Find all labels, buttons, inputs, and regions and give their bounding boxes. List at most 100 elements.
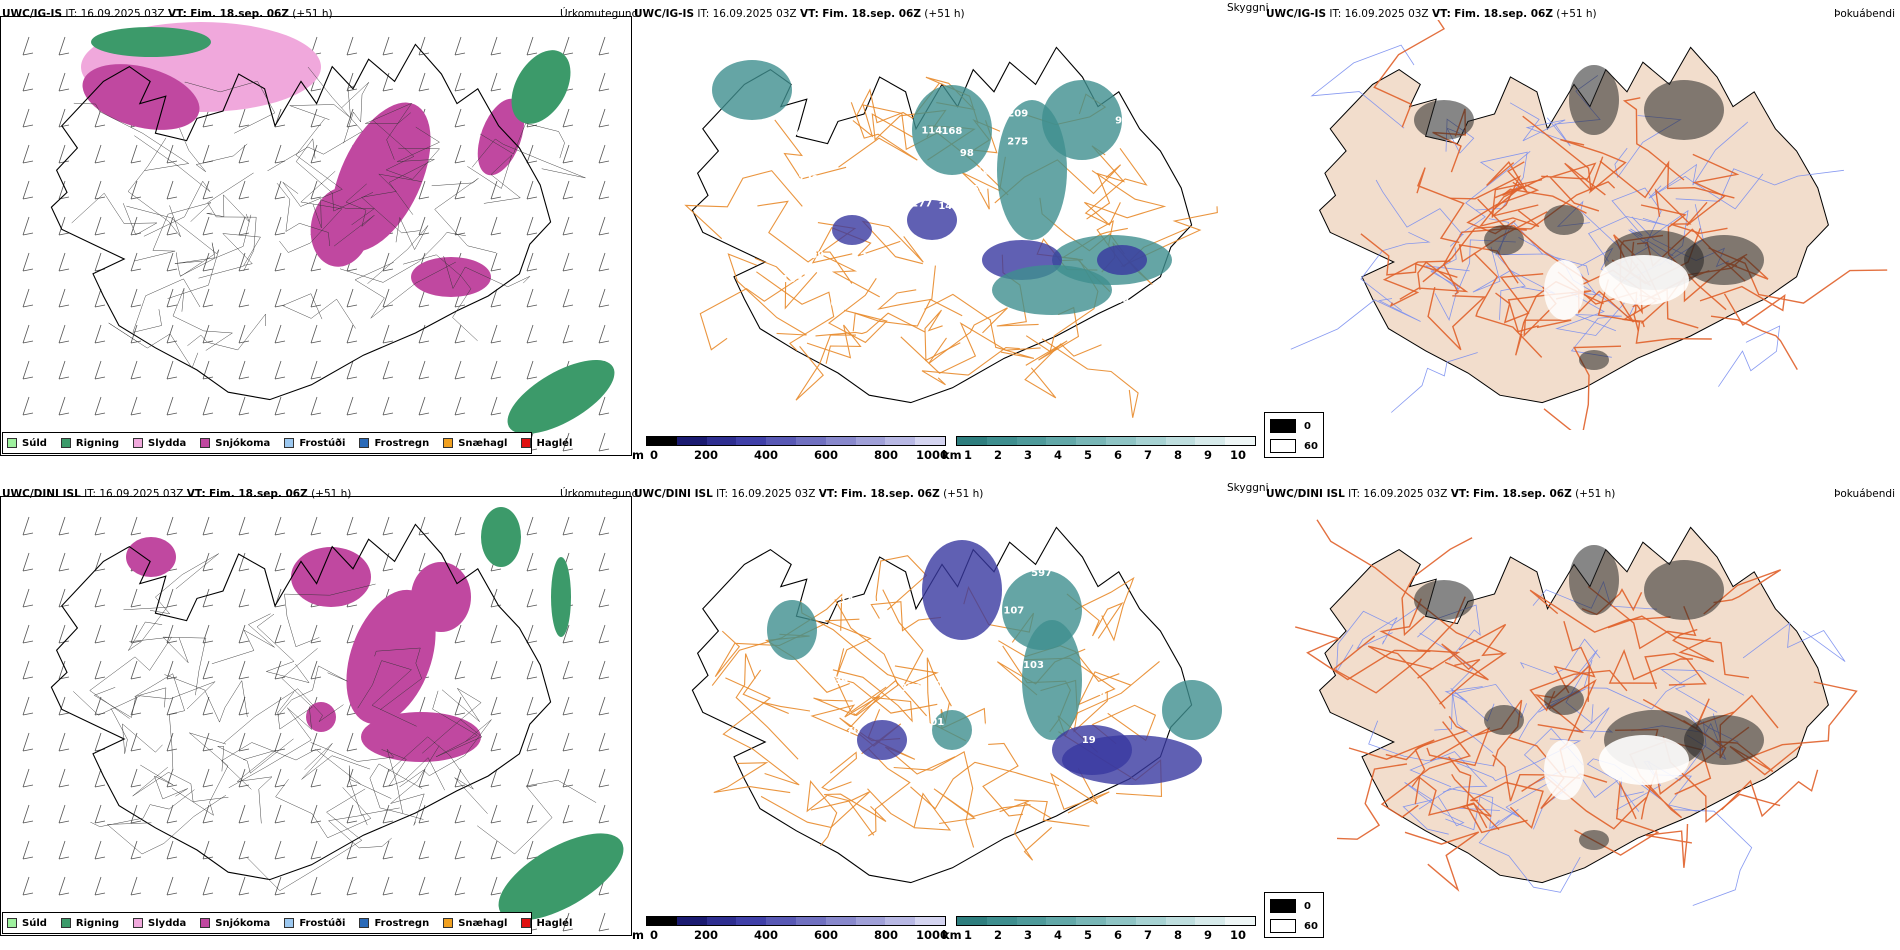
visibility-label: 168 bbox=[941, 126, 962, 137]
visibility-label: 103 bbox=[1023, 660, 1044, 671]
colorbar-swatch bbox=[706, 437, 737, 445]
colorbar-swatch bbox=[885, 437, 916, 445]
legend-item: Slydda bbox=[133, 918, 186, 929]
visibility-label: 134 bbox=[1109, 295, 1130, 306]
colorbar-tick: 8 bbox=[1173, 448, 1183, 462]
colorbar-unit: km bbox=[942, 928, 962, 942]
colorbar-swatch bbox=[1195, 437, 1226, 445]
legend-label: Súld bbox=[22, 437, 47, 449]
colorbar-swatch bbox=[647, 437, 677, 445]
visibility-label: 96 bbox=[1115, 116, 1129, 127]
panel-title: UWC/DINI ISL IT: 16.09.2025 03Z VT: Fim.… bbox=[2, 488, 352, 500]
fog-legend-item: 0 bbox=[1270, 899, 1311, 913]
colorbar bbox=[646, 916, 946, 926]
legend-swatch bbox=[200, 918, 211, 928]
visibility-map: 259 24 313 23 77 19 14 339 93 597 107 106 101 140 70 10… bbox=[632, 500, 1264, 920]
legend-swatch bbox=[443, 918, 454, 928]
colorbar-swatch bbox=[676, 437, 707, 445]
colorbar-swatch bbox=[676, 917, 707, 925]
legend-item: Snjókoma bbox=[200, 918, 270, 929]
colorbar-tick: 3 bbox=[1023, 448, 1033, 462]
visibility-label: 277 bbox=[911, 199, 932, 210]
legend-item: Frostúði bbox=[284, 918, 345, 929]
colorbar-swatch bbox=[957, 437, 987, 445]
colorbar-swatch bbox=[706, 917, 737, 925]
visibility-label: 101 bbox=[923, 717, 944, 728]
colorbar-tick: 9 bbox=[1203, 928, 1213, 942]
colorbar-swatch bbox=[825, 917, 856, 925]
colorbar-unit: m bbox=[632, 928, 644, 942]
panel-tag: Úrkomutegund bbox=[560, 8, 639, 20]
colorbar-swatch bbox=[986, 437, 1017, 445]
colorbar-swatch bbox=[647, 917, 677, 925]
colorbar-swatch bbox=[1046, 437, 1077, 445]
colorbar-tick: 9 bbox=[1203, 448, 1213, 462]
panel-fog-igis: UWC/IG-IS IT: 16.09.2025 03Z VT: Fim. 18… bbox=[1264, 0, 1896, 470]
fog-legend: 0 60 bbox=[1264, 892, 1324, 938]
visibility-label: 70 bbox=[846, 726, 860, 737]
colorbar-tick: 1000 bbox=[915, 928, 949, 942]
legend-label: Súld bbox=[22, 917, 47, 929]
panel-fog-dini: UWC/DINI ISL IT: 16.09.2025 03Z VT: Fim.… bbox=[1264, 480, 1896, 950]
visibility-label: 133 bbox=[782, 274, 803, 285]
panel-title: UWC/IG-IS IT: 16.09.2025 03Z VT: Fim. 18… bbox=[1266, 8, 1597, 20]
legend-item: Rigning bbox=[60, 438, 119, 449]
colorbar-swatch bbox=[795, 917, 826, 925]
legend-label: Rigning bbox=[75, 917, 120, 929]
fog-legend: 0 60 bbox=[1264, 412, 1324, 458]
legend-item: Frostregn bbox=[359, 438, 429, 449]
panel-tag: Þokuábendi bbox=[1834, 488, 1895, 500]
colorbar-swatch bbox=[885, 917, 916, 925]
colorbar-tick: 7 bbox=[1143, 448, 1153, 462]
colorbar-swatch bbox=[1195, 917, 1226, 925]
colorbar-swatch bbox=[1016, 437, 1047, 445]
colorbar-tick: 1000 bbox=[915, 448, 949, 462]
visibility-label: 202 bbox=[819, 84, 840, 95]
colorbar-tick: 10 bbox=[1229, 448, 1247, 462]
colorbar-tick: 5 bbox=[1083, 448, 1093, 462]
visibility-label: 114 bbox=[886, 153, 907, 164]
visibility-label: 98 bbox=[960, 148, 974, 159]
visibility-label: 289 bbox=[860, 252, 881, 263]
precip-map bbox=[0, 496, 632, 936]
legend-item: Snjókoma bbox=[200, 438, 270, 449]
legend-swatch bbox=[521, 918, 532, 928]
legend-item: Súld bbox=[7, 918, 47, 929]
visibility-label: 160 bbox=[976, 166, 997, 177]
colorbar-tick: 5 bbox=[1083, 928, 1093, 942]
visibility-label: 140 bbox=[796, 737, 817, 748]
fog-legend-item: 60 bbox=[1270, 439, 1318, 453]
visibility-label: 106 bbox=[928, 680, 949, 691]
legend-label: Frostúði bbox=[299, 437, 346, 449]
colorbar-swatch bbox=[855, 437, 886, 445]
legend-label: Slydda bbox=[148, 437, 187, 449]
panel-tag: Úrkomutegund bbox=[560, 488, 639, 500]
panel-visibility-igis: UWC/IG-IS IT: 16.09.2025 03Z VT: Fim. 18… bbox=[632, 0, 1269, 470]
colorbar-tick: 3 bbox=[1023, 928, 1033, 942]
fog-legend-item: 0 bbox=[1270, 419, 1311, 433]
colorbar-tick: 4 bbox=[1053, 928, 1063, 942]
fog-legend-swatch bbox=[1270, 439, 1296, 453]
colorbar-unit: km bbox=[942, 448, 962, 462]
visibility-label: 275 bbox=[1007, 137, 1028, 148]
fog-legend-swatch bbox=[1270, 899, 1296, 913]
visibility-label: 597 bbox=[1031, 568, 1052, 579]
colorbar-tick: 6 bbox=[1113, 928, 1123, 942]
panel-title: UWC/DINI ISL IT: 16.09.2025 03Z VT: Fim.… bbox=[1266, 488, 1616, 500]
fog-legend-swatch bbox=[1270, 419, 1296, 433]
legend-swatch bbox=[133, 438, 144, 448]
colorbar bbox=[646, 436, 946, 446]
colorbar-tick: 4 bbox=[1053, 448, 1063, 462]
colorbar bbox=[956, 436, 1256, 446]
colorbar-swatch bbox=[915, 437, 945, 445]
fog-legend-label: 60 bbox=[1304, 440, 1318, 452]
panel-tag: Skyggni bbox=[1227, 2, 1269, 14]
legend-swatch bbox=[443, 438, 454, 448]
legend-label: Snjókoma bbox=[215, 917, 271, 929]
visibility-label: 93 bbox=[796, 555, 810, 566]
visibility-label: 476 bbox=[796, 128, 817, 139]
legend-item: Slydda bbox=[133, 438, 186, 449]
colorbar-swatch bbox=[1165, 917, 1196, 925]
legend-label: Snæhagl bbox=[458, 917, 508, 929]
panel-precip-type-igis: UWC/IG-IS IT: 16.09.2025 03Z VT: Fim. 18… bbox=[0, 0, 638, 470]
